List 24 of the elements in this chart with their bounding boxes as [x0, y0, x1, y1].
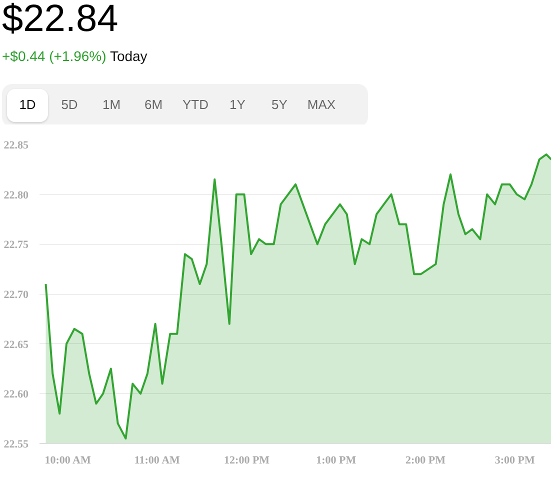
- y-tick-label: 22.75: [4, 239, 29, 252]
- y-tick-label: 22.65: [4, 338, 29, 351]
- y-tick-label: 22.60: [4, 388, 29, 401]
- x-tick-label: 3:00 PM: [494, 454, 536, 466]
- text: 1M: [101, 96, 122, 114]
- text: 1Y: [228, 96, 246, 114]
- chart-subtitle: +$0.44 (+1.96%): [2, 48, 106, 64]
- text: 1D: [7, 89, 48, 122]
- text: 5Y: [270, 96, 288, 114]
- text: MAX: [306, 96, 337, 114]
- x-tick-label: 12:00 PM: [224, 454, 270, 466]
- text: YTD: [182, 96, 210, 114]
- x-tick-label: 10:00 AM: [44, 454, 92, 466]
- text: Today: [110, 48, 148, 64]
- x-tick-label: 11:00 AM: [134, 454, 181, 466]
- text: 5D: [60, 96, 79, 114]
- x-tick-label: 2:00 PM: [406, 454, 446, 466]
- y-tick-label: 22.70: [4, 289, 29, 301]
- chart-title: $22.84: [2, 0, 118, 40]
- y-tick-label: 22.80: [4, 189, 29, 202]
- x-tick-label: 1:00 PM: [316, 454, 357, 466]
- y-tick-label: 22.85: [4, 140, 29, 152]
- text: 6M: [143, 96, 164, 114]
- y-tick-label: 22.55: [4, 438, 29, 450]
